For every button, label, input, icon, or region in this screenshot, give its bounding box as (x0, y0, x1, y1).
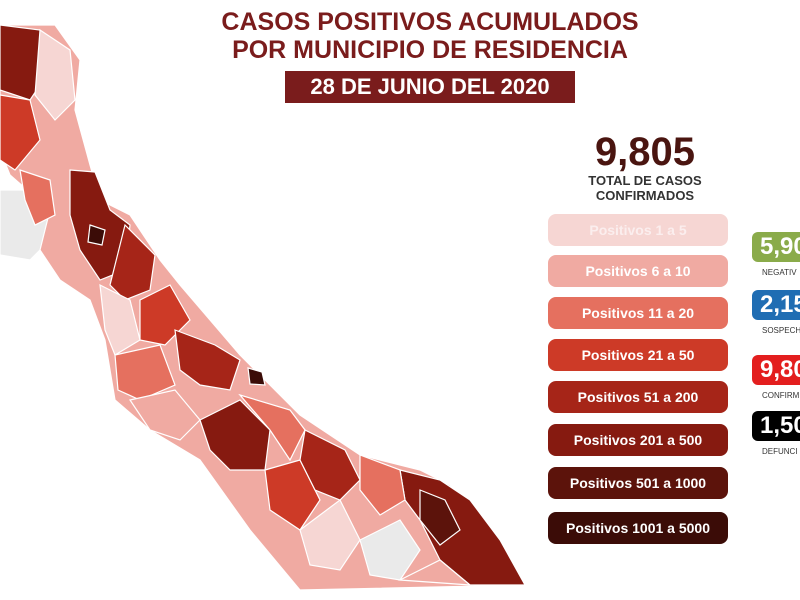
legend-item: Positivos 51 a 200 (548, 381, 728, 413)
map (0, 24, 527, 591)
total-label: CONFIRMADOS (595, 188, 695, 203)
stat-label: DEFUNCI (762, 447, 798, 456)
legend-item: Positivos 1001 a 5000 (548, 512, 728, 544)
legend-item: Positivos 21 a 50 (548, 339, 728, 371)
title-line: POR MUNICIPIO DE RESIDENCIA (232, 36, 628, 64)
total-label: TOTAL DE CASOS (588, 173, 702, 188)
legend-item: Positivos 201 a 500 (548, 424, 728, 456)
legend-item: Positivos 501 a 1000 (548, 467, 728, 499)
stat-label: CONFIRM (762, 391, 800, 400)
stat-value: 2,15 (752, 290, 800, 320)
stat-value: 1,50 (752, 411, 800, 441)
legend-item: Positivos 6 a 10 (548, 255, 728, 287)
stat-label: SOSPECH (762, 326, 800, 335)
stat-value: 5,90 (752, 232, 800, 262)
date: 28 DE JUNIO DEL 2020 (285, 71, 575, 103)
legend-item: Positivos 11 a 20 (548, 297, 728, 329)
legend-item: Positivos 1 a 5 (548, 214, 728, 246)
title-line: CASOS POSITIVOS ACUMULADOS (221, 8, 639, 36)
stat-label: NEGATIV (762, 268, 797, 277)
total: 9,805 (594, 130, 696, 174)
stat-value: 9,80 (752, 355, 800, 385)
